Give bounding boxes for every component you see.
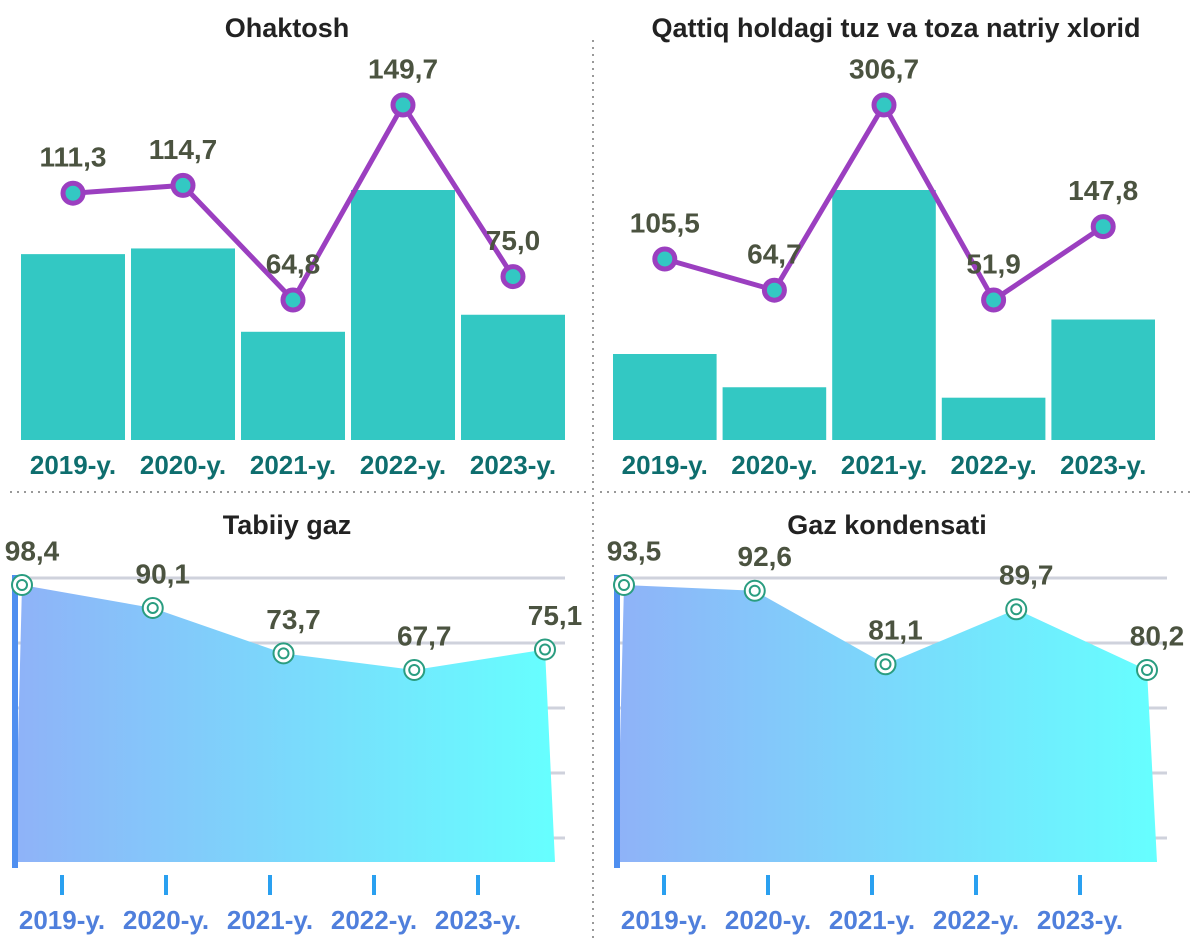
marker-inner (277, 647, 290, 660)
data-label: 75,1 (528, 600, 583, 631)
data-label: 73,7 (266, 604, 321, 635)
bar (241, 331, 345, 440)
data-label: 90,1 (136, 558, 191, 589)
marker (170, 172, 196, 198)
marker-inner (879, 658, 892, 671)
data-label: 67,7 (397, 620, 452, 651)
data-label: 64,8 (266, 248, 321, 279)
data-label: 105,5 (630, 207, 700, 238)
x-tick-label: 2023-y. (435, 905, 521, 935)
data-label: 51,9 (966, 248, 1021, 279)
data-label: 114,7 (149, 134, 218, 165)
marker (280, 287, 306, 313)
marker (500, 264, 526, 290)
marker-inner (146, 601, 159, 614)
x-tick-label: 2019-y. (19, 905, 105, 935)
data-label: 80,2 (1130, 620, 1185, 651)
x-tick-label: 2023-y. (1037, 905, 1123, 935)
data-label: 93,5 (607, 535, 662, 566)
chart-title: Gaz kondensati (787, 510, 987, 540)
bar (461, 314, 565, 440)
data-label: 147,8 (1068, 175, 1138, 206)
marker (981, 287, 1007, 313)
marker-inner (539, 643, 551, 656)
area (15, 585, 555, 862)
data-label: 149,7 (368, 53, 438, 84)
x-tick-label: 2021-y. (227, 905, 313, 935)
marker (1090, 214, 1116, 240)
bar (613, 354, 717, 440)
marker-inner (1141, 664, 1153, 676)
data-label: 81,1 (868, 615, 923, 646)
x-tick-label: 2023-y. (470, 450, 556, 480)
x-tick-label: 2021-y. (829, 905, 915, 935)
data-label: 64,7 (747, 239, 802, 270)
x-tick-label: 2019-y. (30, 450, 116, 480)
bar (131, 248, 235, 440)
marker-inner (1010, 603, 1023, 616)
x-tick-label: 2020-y. (725, 905, 811, 935)
x-tick-label: 2019-y. (621, 905, 707, 935)
x-tick-label: 2019-y. (622, 450, 708, 480)
data-label: 89,7 (999, 560, 1054, 591)
chart-title: Qattiq holdagi tuz va toza natriy xlorid (651, 13, 1140, 43)
x-tick-label: 2021-y. (250, 450, 336, 480)
x-tick-label: 2020-y. (731, 450, 817, 480)
marker (60, 180, 86, 206)
marker (871, 92, 897, 118)
chart-title: Ohaktosh (225, 13, 350, 43)
x-tick-label: 2022-y. (933, 905, 1019, 935)
area (617, 585, 1157, 862)
bar (351, 190, 455, 440)
bar (832, 190, 936, 440)
marker-inner (618, 579, 630, 591)
data-label: 92,6 (738, 541, 793, 572)
x-tick-label: 2021-y. (841, 450, 927, 480)
data-label: 75,0 (486, 225, 541, 256)
x-tick-label: 2022-y. (331, 905, 417, 935)
marker-inner (408, 664, 421, 676)
marker-inner (16, 579, 28, 591)
marker (761, 277, 787, 303)
x-tick-label: 2023-y. (1060, 450, 1146, 480)
data-label: 98,4 (5, 535, 60, 566)
x-tick-label: 2020-y. (140, 450, 226, 480)
bar (21, 254, 125, 440)
bar (941, 397, 1046, 440)
chart-title: Tabiiy gaz (223, 510, 352, 540)
data-label: 306,7 (849, 53, 919, 84)
marker (390, 92, 416, 118)
x-tick-label: 2022-y. (360, 450, 446, 480)
marker (652, 246, 678, 272)
x-tick-label: 2020-y. (123, 905, 209, 935)
bar (722, 387, 827, 440)
marker-inner (748, 584, 761, 597)
bar (1051, 319, 1155, 440)
x-tick-label: 2022-y. (950, 450, 1036, 480)
data-label: 111,3 (40, 142, 107, 173)
